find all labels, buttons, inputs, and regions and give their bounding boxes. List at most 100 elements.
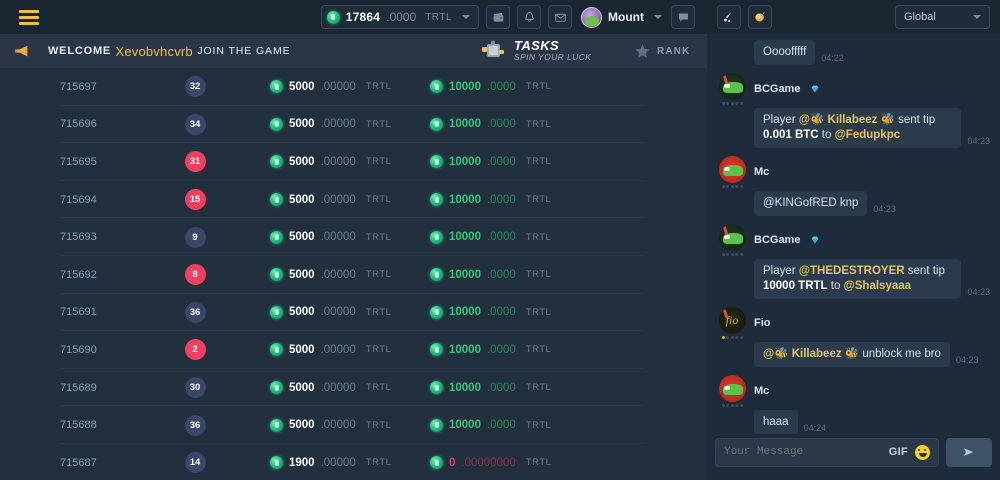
chat-messages[interactable]: Oooofffff 04:22 BCGame Player @🐝 Killabeez … [707,34,1000,434]
payout-currency: TRTL [525,344,552,356]
table-row[interactable]: 715692 8 5000 .00000 TRTL 10000 .0000 TRTL [0,256,707,294]
chat-sender-name[interactable]: BCGame [754,234,801,246]
table-row[interactable]: 715694 15 5000 .00000 TRTL 10000 .0000 TRTL [0,181,707,219]
chevron-down-icon[interactable] [462,15,471,19]
table-row[interactable]: 715688 36 5000 .00000 TRTL 10000 .0000 TRTL [0,406,707,444]
payout-integer: 10000 [449,80,481,93]
avatar-wrap [717,73,747,105]
table-row[interactable]: 715689 30 5000 .00000 TRTL 10000 .0000 TRTL [0,369,707,407]
chat-text-part: Killabeez [791,348,842,360]
payout-currency: TRTL [525,194,552,206]
avatar-wrap [717,156,747,188]
gif-button[interactable]: GIF [888,446,908,458]
table-row[interactable]: 715697 32 5000 .00000 TRTL 10000 .0000 TRTL [0,68,707,106]
status-badge: 32 [184,76,206,98]
bet-amount-integer: 5000 [289,118,315,131]
avatar-wrap [717,375,747,407]
chat-sender-name[interactable]: BCGame [754,83,801,95]
table-row[interactable]: 715696 34 5000 .00000 TRTL 10000 .0000 TRTL [0,106,707,144]
croc-red-avatar[interactable] [718,156,746,183]
chat-bubble-icon[interactable] [671,5,695,29]
chat-channel-select[interactable]: Global [895,5,990,29]
table-row[interactable]: 715695 31 5000 .00000 TRTL 10000 .0000 TRTL [0,143,707,181]
chat-text-part: @Shalsyaaa [843,280,912,292]
croc-green-avatar[interactable] [718,224,746,251]
payout-decimals: .00000000 [461,456,516,469]
chat-sender-name[interactable]: Mc [754,385,770,397]
chat-message-line: Oooofffff 04:22 [754,40,990,65]
payout-decimals: .0000 [486,343,516,356]
hamburger-menu-icon[interactable] [12,0,46,34]
chevron-down-icon[interactable] [654,15,662,19]
envelope-icon[interactable] [548,5,573,29]
bets-table: 715697 32 5000.00000 TRTL 10000.0000 TRTL 7156… [0,68,707,480]
chat-text-part: to [827,280,844,292]
bet-id: 715697 [60,80,97,93]
bet-amount-integer: 5000 [289,381,315,394]
rank-button[interactable]: RANK [634,34,690,68]
badge-cell: 14 [120,452,270,474]
chat-bubble: Player @🐝 Killabeez 🐝 sent tip 0.001 BTC… [754,108,962,148]
bet-id: 715687 [60,456,97,469]
croc-green-avatar[interactable] [718,73,746,100]
status-badge: 31 [184,151,206,173]
payout-decimals: .0000 [486,193,516,206]
turtlecoin-icon [326,10,340,24]
payout-cell: 10000 .0000 TRTL [430,381,585,395]
smiley-icon[interactable] [915,444,930,460]
chat-toolbar: Global [707,0,1000,34]
balance-display[interactable]: 17864 .0000 TRTL [320,5,480,29]
chat-text-part: @ [763,348,775,360]
chat-message-line: haaa 04:24 [754,410,990,434]
chat-sender-name[interactable]: Mc [754,166,770,178]
croc-red-avatar[interactable] [718,375,746,402]
rain-drop-icon[interactable] [717,5,741,29]
status-badge: 8 [184,264,206,286]
megaphone-icon [14,45,28,57]
table-row[interactable]: 715693 9 5000 .00000 TRTL 10000 .0000 TRTL [0,218,707,256]
chat-text-part: haaa [763,416,789,428]
coin-rain-icon[interactable] [748,5,772,29]
payout-cell: 10000 .0000 TRTL [430,80,585,94]
table-row[interactable]: 715691 36 5000 .00000 TRTL 10000 .0000 TRTL [0,294,707,332]
chat-channel-label: Global [904,11,936,23]
bet-amount-integer: 5000 [289,268,315,281]
payout-cell: 10000 .0000 TRTL [430,305,585,319]
tasks-button[interactable]: TASKS SPIN YOUR LUCK [480,34,591,68]
chat-sender-name[interactable]: Fio [754,317,771,329]
turtlecoin-icon [430,381,443,395]
bet-amount-cell: 5000 .00000 TRTL [270,343,430,357]
welcome-username: Xevobvhcvrb [115,43,193,59]
user-menu[interactable]: Mount [581,6,662,28]
chat-message-line: Player @🐝 Killabeez 🐝 sent tip 0.001 BTC… [754,108,990,148]
bet-currency: TRTL [365,382,392,394]
send-arrow-icon[interactable] [946,437,992,467]
chat-text-part: sent tip [898,114,936,126]
wallet-icon[interactable] [486,5,511,29]
table-row[interactable]: 715690 2 5000 .00000 TRTL 10000 .0000 TRTL [0,331,707,369]
payout-decimals: .0000 [486,419,516,432]
payout-cell: 10000 .0000 TRTL [430,193,585,207]
search-input message-input[interactable] [724,446,882,458]
rank-dots [721,102,743,105]
bet-id: 715691 [60,306,97,319]
bell-icon[interactable] [517,5,542,29]
avatar-wrap: fio [717,307,747,339]
bet-amount-cell: 5000 .00000 TRTL [270,80,430,94]
gem-icon [812,85,819,93]
fio-avatar[interactable]: fio [718,307,746,334]
payout-cell: 10000 .0000 TRTL [430,418,585,432]
bet-amount-cell: 5000 .00000 TRTL [270,193,430,207]
chat-text-part: unblock me bro [862,348,941,360]
bet-id: 715690 [60,343,97,356]
payout-decimals: .0000 [486,80,516,93]
table-row[interactable]: 715687 14 1900 .00000 TRTL 0 .00000000 TRTL [0,444,707,480]
turtlecoin-icon [430,117,443,131]
payout-decimals: .0000 [486,118,516,131]
payout-integer: 10000 [449,118,481,131]
bet-amount-cell: 1900 .00000 TRTL [270,456,430,470]
bet-id: 715696 [60,118,97,131]
status-badge: 2 [184,339,206,361]
payout-integer: 10000 [449,419,481,432]
message-input-wrap[interactable]: GIF [715,437,939,467]
